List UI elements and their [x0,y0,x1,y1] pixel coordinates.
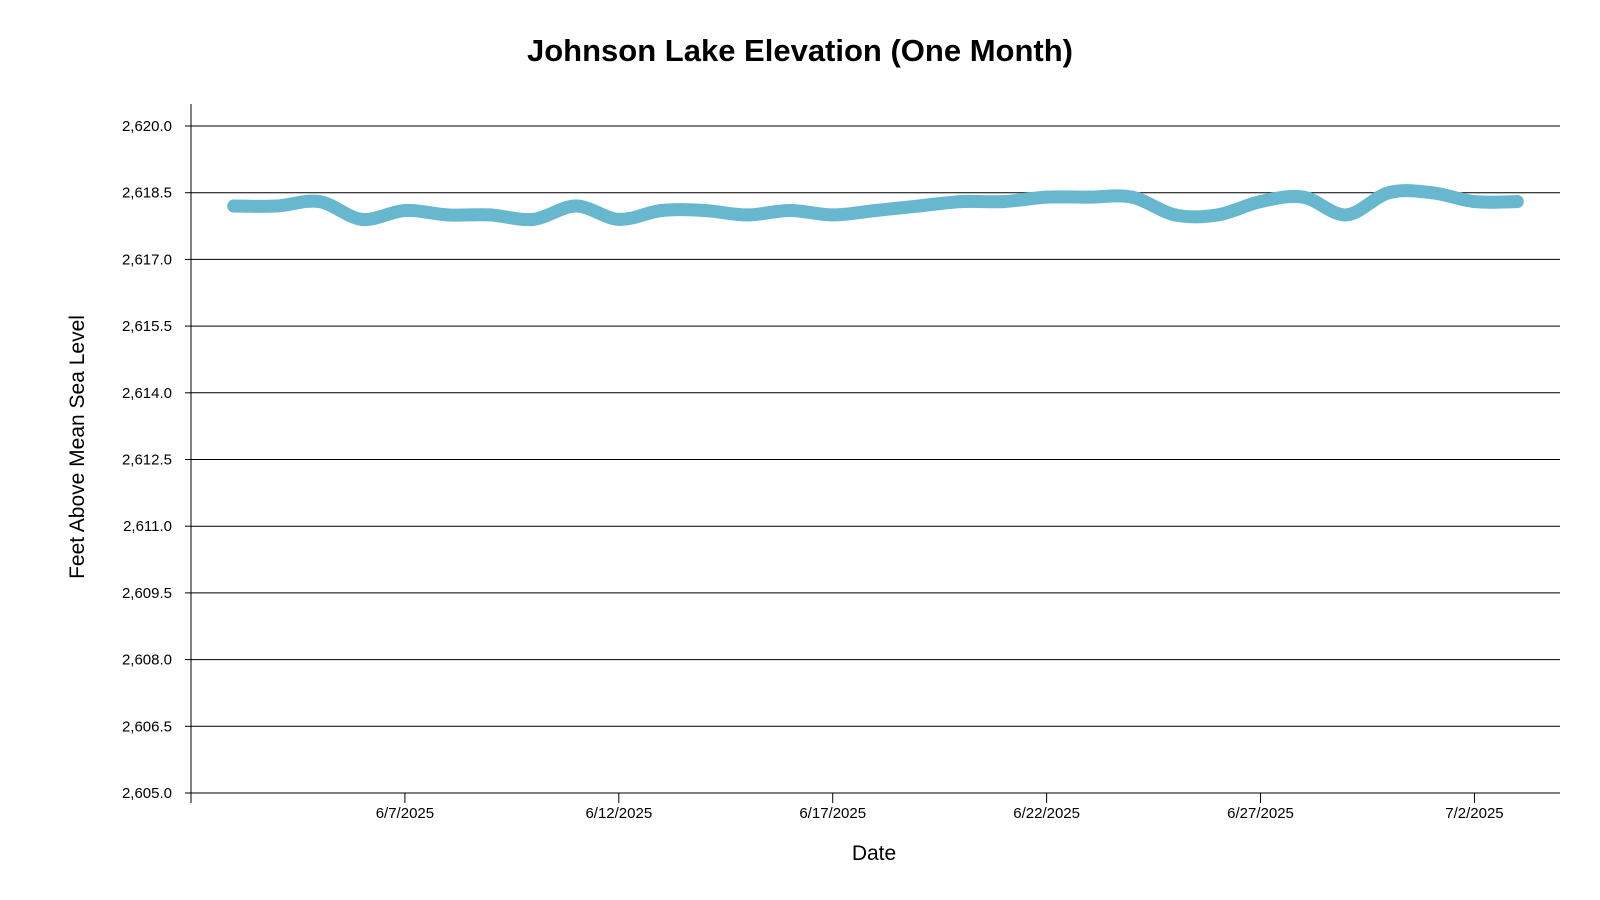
y-tick-label: 2,617.0 [122,251,172,268]
y-tick-label: 2,611.0 [123,518,172,535]
y-axis-label: Feet Above Mean Sea Level [66,315,89,579]
chart-title: Johnson Lake Elevation (One Month) [527,33,1073,68]
elevation-data-point [569,199,583,213]
elevation-data-point [1382,186,1396,200]
x-tick-label: 6/17/2025 [799,805,866,822]
elevation-data-point [997,195,1011,209]
elevation-data-point [911,199,925,213]
elevation-data-point [826,208,840,222]
y-tick-label: 2,614.0 [122,385,172,402]
y-tick-label: 2,612.5 [122,452,172,469]
elevation-data-point [697,203,711,217]
x-tick-label: 6/7/2025 [376,805,434,822]
x-tick-label: 7/2/2025 [1445,805,1503,822]
elevation-data-point [1467,195,1481,209]
y-tick-label: 2,615.5 [122,318,172,335]
elevation-data-point [312,195,326,209]
y-axis-ticks: 2,605.0 2,606.5 2,608.0 2,609.5 2,611.0 2,612… [122,118,191,802]
series-layer [227,184,1524,227]
elevation-data-point [783,203,797,217]
elevation-data-point [1254,195,1268,209]
elevation-data-point [270,199,284,213]
x-tick-label: 6/27/2025 [1227,805,1294,822]
elevation-data-point [954,195,968,209]
elevation-data-point [1339,208,1353,222]
elevation-data-point [526,212,540,226]
elevation-data-point [1211,208,1225,222]
elevation-data-point [1168,208,1182,222]
grid-lines [191,125,1560,727]
elevation-data-point [612,212,626,226]
elevation-data-point [1040,190,1054,204]
x-tick-label: 6/22/2025 [1013,805,1080,822]
elevation-data-point [740,208,754,222]
elevation-data-point [1082,190,1096,204]
x-axis-label: Date [852,842,896,865]
elevation-data-point [355,212,369,226]
elevation-data-point [655,203,669,217]
elevation-data-point [1125,190,1139,204]
y-tick-label: 2,618.5 [122,185,172,202]
elevation-data-point [1510,195,1524,209]
elevation-data-point [441,208,455,222]
elevation-data-point [869,203,882,217]
elevation-data-point [1425,186,1439,200]
y-tick-label: 2,608.0 [122,652,172,669]
elevation-data-point [227,199,241,213]
elevation-data-point [398,203,412,217]
x-axis-ticks: 6/7/2025 6/12/2025 6/17/2025 6/22/2025 6/27/… [376,793,1504,822]
elevation-data-point [1296,190,1310,204]
y-tick-label: 2,620.0 [122,118,172,135]
x-tick-label: 6/12/2025 [585,805,652,822]
y-tick-label: 2,605.0 [122,785,172,802]
y-tick-label: 2,606.5 [122,718,172,735]
y-tick-label: 2,609.5 [122,585,172,602]
elevation-data-point [483,208,497,222]
